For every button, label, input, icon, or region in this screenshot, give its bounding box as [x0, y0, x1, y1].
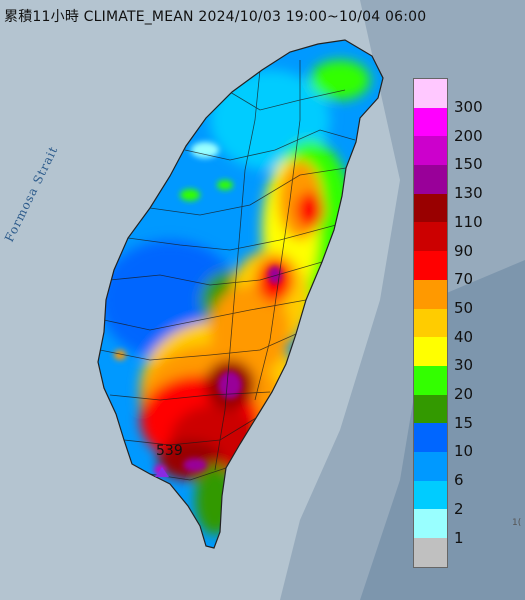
legend-colorbar — [413, 78, 448, 568]
legend-label: 130 — [454, 184, 483, 203]
legend-swatch — [414, 365, 447, 395]
legend-label: 150 — [454, 155, 483, 174]
legend-swatch — [414, 451, 447, 481]
legend-label: 20 — [454, 385, 474, 403]
legend-label: 40 — [454, 327, 474, 346]
legend-swatch — [414, 423, 447, 452]
legend-swatch — [414, 165, 447, 194]
legend-swatch — [414, 193, 447, 223]
legend-swatch — [414, 251, 447, 280]
island-coastline — [97, 39, 384, 549]
legend-swatch — [414, 480, 447, 510]
legend-swatch — [414, 79, 447, 108]
legend-label: 1 — [454, 528, 464, 547]
max-rainfall-label: 539 — [156, 443, 183, 459]
legend-label: 110 — [454, 212, 483, 231]
legend-swatch — [414, 136, 447, 166]
legend-swatch — [414, 107, 447, 137]
legend-label: 70 — [454, 270, 474, 289]
legend-label: 10 — [454, 442, 474, 461]
legend-label: 200 — [454, 126, 483, 145]
ocean-east — [280, 0, 525, 600]
legend-swatch — [414, 538, 447, 567]
legend-label: 6 — [454, 471, 464, 490]
legend-label: 300 — [454, 98, 483, 116]
map-title: 累積11小時 CLIMATE_MEAN 2024/10/03 19:00~10/… — [4, 9, 427, 25]
legend-label: 50 — [454, 298, 474, 317]
legend-swatch — [414, 308, 447, 338]
max-rainfall-marker-icon — [155, 467, 169, 477]
legend-swatch — [414, 394, 447, 424]
legend-label: 15 — [454, 413, 474, 432]
legend-swatch — [414, 509, 447, 538]
legend-swatch — [414, 222, 447, 252]
legend-label: 90 — [454, 241, 474, 260]
legend-swatch — [414, 337, 447, 366]
corner-label: 1( — [512, 518, 522, 528]
legend-swatch — [414, 279, 447, 309]
legend-label: 30 — [454, 356, 474, 375]
legend-label: 2 — [454, 499, 464, 518]
